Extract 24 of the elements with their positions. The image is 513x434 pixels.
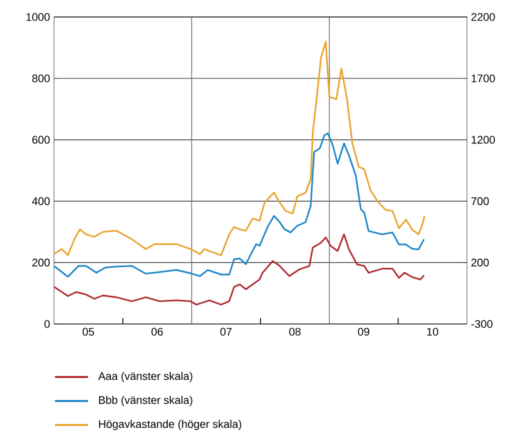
x-tick-label: 06 [151, 328, 163, 336]
y2-tick-label: 1200 [472, 136, 495, 144]
y2-tick-label: 2200 [471, 13, 495, 21]
line-series [54, 132, 425, 278]
y2-tick-label: 700 [471, 197, 489, 206]
line-series [54, 40, 426, 256]
y-tick-label: 200 [32, 258, 50, 266]
legend-label: Bbb (vänster skala) [99, 396, 192, 406]
legend-label: Aaa (vänster skala) [98, 372, 192, 382]
x-tick-label: 08 [289, 328, 301, 336]
legend-label: Högavkastande (höger skala) [99, 420, 242, 430]
line-series [54, 234, 425, 306]
x-tick-label: 09 [358, 328, 370, 336]
y-tick-label: 0 [44, 320, 50, 328]
x-tick-label: 10 [427, 328, 438, 336]
y2-tick-label: 1700 [472, 74, 495, 82]
y-tick-label: 1000 [26, 13, 50, 21]
y2-tick-label: 200 [471, 258, 489, 266]
x-tick-label: 07 [220, 328, 232, 336]
x-tick-label: 05 [82, 328, 94, 336]
y-tick-label: 800 [32, 74, 50, 82]
y2-tick-label: -300 [471, 320, 492, 328]
y-tick-label: 600 [32, 136, 50, 144]
y-tick-label: 400 [32, 197, 50, 206]
